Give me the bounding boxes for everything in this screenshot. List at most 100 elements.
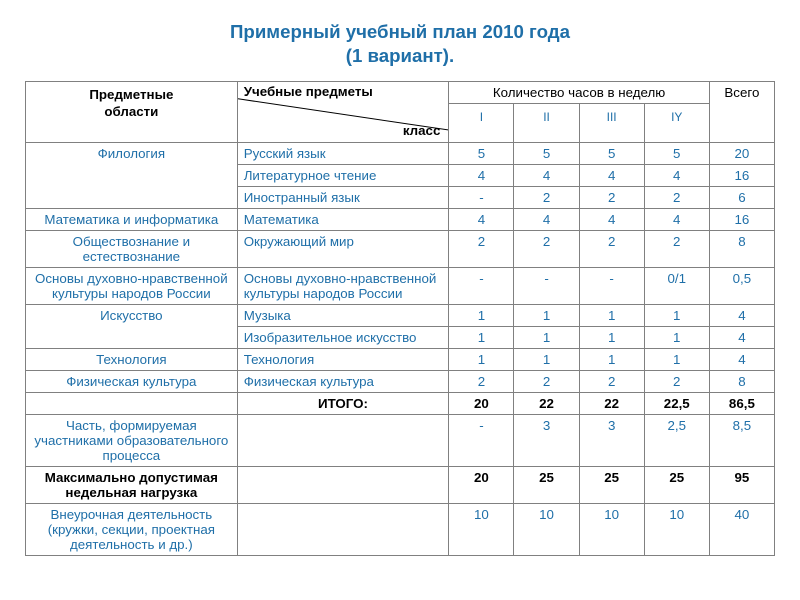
summary-value-cell: 22,5 bbox=[644, 392, 709, 414]
summary-label: ИТОГО: bbox=[237, 392, 449, 414]
hours-cell: 2 bbox=[514, 230, 579, 267]
row-total-cell: 16 bbox=[709, 208, 774, 230]
extra-hours-cell: 3 bbox=[514, 414, 579, 466]
area-cell: Технология bbox=[26, 348, 238, 370]
header-hours: Количество часов в неделю bbox=[449, 81, 709, 103]
hours-cell: 1 bbox=[514, 348, 579, 370]
header-subject-class: Учебные предметыкласс bbox=[237, 81, 449, 142]
summary-total-cell: 86,5 bbox=[709, 392, 774, 414]
summary-value-cell: 20 bbox=[449, 392, 514, 414]
hours-cell: 5 bbox=[644, 142, 709, 164]
row-total-cell: 4 bbox=[709, 348, 774, 370]
hours-cell: 5 bbox=[514, 142, 579, 164]
subject-cell: Окружающий мир bbox=[237, 230, 449, 267]
hours-cell: 1 bbox=[644, 348, 709, 370]
hours-cell: 0/1 bbox=[644, 267, 709, 304]
hours-cell: 4 bbox=[514, 164, 579, 186]
hours-cell: 2 bbox=[579, 230, 644, 267]
subject-cell: Музыка bbox=[237, 304, 449, 326]
extra-subject-cell bbox=[237, 503, 449, 555]
extra-area-cell: Максимально допустимая недельная нагрузк… bbox=[26, 466, 238, 503]
hours-cell: 1 bbox=[644, 326, 709, 348]
title-line-2: (1 вариант). bbox=[25, 44, 775, 68]
hours-cell: - bbox=[449, 186, 514, 208]
header-grade-3: III bbox=[579, 103, 644, 142]
header-grade-2: II bbox=[514, 103, 579, 142]
subject-cell: Математика bbox=[237, 208, 449, 230]
row-total-cell: 8 bbox=[709, 230, 774, 267]
row-total-cell: 20 bbox=[709, 142, 774, 164]
hours-cell: 1 bbox=[514, 304, 579, 326]
extra-total-cell: 95 bbox=[709, 466, 774, 503]
title-line-1: Примерный учебный план 2010 года bbox=[25, 20, 775, 44]
summary-area-blank bbox=[26, 392, 238, 414]
extra-hours-cell: - bbox=[449, 414, 514, 466]
subject-cell: Изобразительное искусство bbox=[237, 326, 449, 348]
hours-cell: 5 bbox=[579, 142, 644, 164]
subject-cell: Русский язык bbox=[237, 142, 449, 164]
row-total-cell: 8 bbox=[709, 370, 774, 392]
hours-cell: - bbox=[514, 267, 579, 304]
row-total-cell: 4 bbox=[709, 304, 774, 326]
row-total-cell: 0,5 bbox=[709, 267, 774, 304]
extra-hours-cell: 2,5 bbox=[644, 414, 709, 466]
hours-cell: 4 bbox=[449, 164, 514, 186]
extra-area-cell: Внеурочная деятельность (кружки, секции,… bbox=[26, 503, 238, 555]
subject-cell: Литературное чтение bbox=[237, 164, 449, 186]
hours-cell: - bbox=[579, 267, 644, 304]
table-row: Физическая культураФизическая культура22… bbox=[26, 370, 775, 392]
hours-cell: 4 bbox=[579, 164, 644, 186]
extra-subject-cell bbox=[237, 414, 449, 466]
summary-value-cell: 22 bbox=[579, 392, 644, 414]
header-area-l2: области bbox=[32, 103, 231, 120]
subject-cell: Технология bbox=[237, 348, 449, 370]
area-cell: Искусство bbox=[26, 304, 238, 348]
header-grade-1: I bbox=[449, 103, 514, 142]
table-row: Часть, формируемая участниками образоват… bbox=[26, 414, 775, 466]
table-row: ИскусствоМузыка11114 bbox=[26, 304, 775, 326]
hours-cell: 4 bbox=[644, 208, 709, 230]
extra-total-cell: 8,5 bbox=[709, 414, 774, 466]
hours-cell: 2 bbox=[514, 370, 579, 392]
extra-hours-cell: 25 bbox=[579, 466, 644, 503]
hours-cell: 2 bbox=[449, 370, 514, 392]
hours-cell: 1 bbox=[579, 326, 644, 348]
hours-cell: 2 bbox=[644, 370, 709, 392]
extra-hours-cell: 20 bbox=[449, 466, 514, 503]
hours-cell: 1 bbox=[579, 348, 644, 370]
hours-cell: - bbox=[449, 267, 514, 304]
area-cell: Обществознание и естествознание bbox=[26, 230, 238, 267]
extra-hours-cell: 10 bbox=[514, 503, 579, 555]
extra-hours-cell: 25 bbox=[644, 466, 709, 503]
subject-cell: Основы духовно-нравственной культуры нар… bbox=[237, 267, 449, 304]
extra-hours-cell: 25 bbox=[514, 466, 579, 503]
summary-value-cell: 22 bbox=[514, 392, 579, 414]
subject-cell: Иностранный язык bbox=[237, 186, 449, 208]
hours-cell: 4 bbox=[579, 208, 644, 230]
row-total-cell: 6 bbox=[709, 186, 774, 208]
hours-cell: 2 bbox=[579, 186, 644, 208]
table-row: Внеурочная деятельность (кружки, секции,… bbox=[26, 503, 775, 555]
header-grade-4: IY bbox=[644, 103, 709, 142]
hours-cell: 4 bbox=[449, 208, 514, 230]
hours-cell: 1 bbox=[449, 304, 514, 326]
hours-cell: 2 bbox=[514, 186, 579, 208]
extra-hours-cell: 3 bbox=[579, 414, 644, 466]
summary-row: ИТОГО:20222222,586,5 bbox=[26, 392, 775, 414]
extra-area-cell: Часть, формируемая участниками образоват… bbox=[26, 414, 238, 466]
hours-cell: 2 bbox=[644, 230, 709, 267]
hours-cell: 1 bbox=[579, 304, 644, 326]
table-row: Максимально допустимая недельная нагрузк… bbox=[26, 466, 775, 503]
hours-cell: 4 bbox=[514, 208, 579, 230]
area-cell: Физическая культура bbox=[26, 370, 238, 392]
hours-cell: 1 bbox=[449, 326, 514, 348]
hours-cell: 4 bbox=[644, 164, 709, 186]
subject-cell: Физическая культура bbox=[237, 370, 449, 392]
hours-cell: 2 bbox=[449, 230, 514, 267]
hours-cell: 1 bbox=[514, 326, 579, 348]
curriculum-table: ПредметныеобластиУчебные предметыклассКо… bbox=[25, 81, 775, 556]
table-row: Основы духовно-нравственной культуры нар… bbox=[26, 267, 775, 304]
diagonal-line-icon bbox=[238, 82, 449, 142]
hours-cell: 5 bbox=[449, 142, 514, 164]
table-row: ТехнологияТехнология11114 bbox=[26, 348, 775, 370]
